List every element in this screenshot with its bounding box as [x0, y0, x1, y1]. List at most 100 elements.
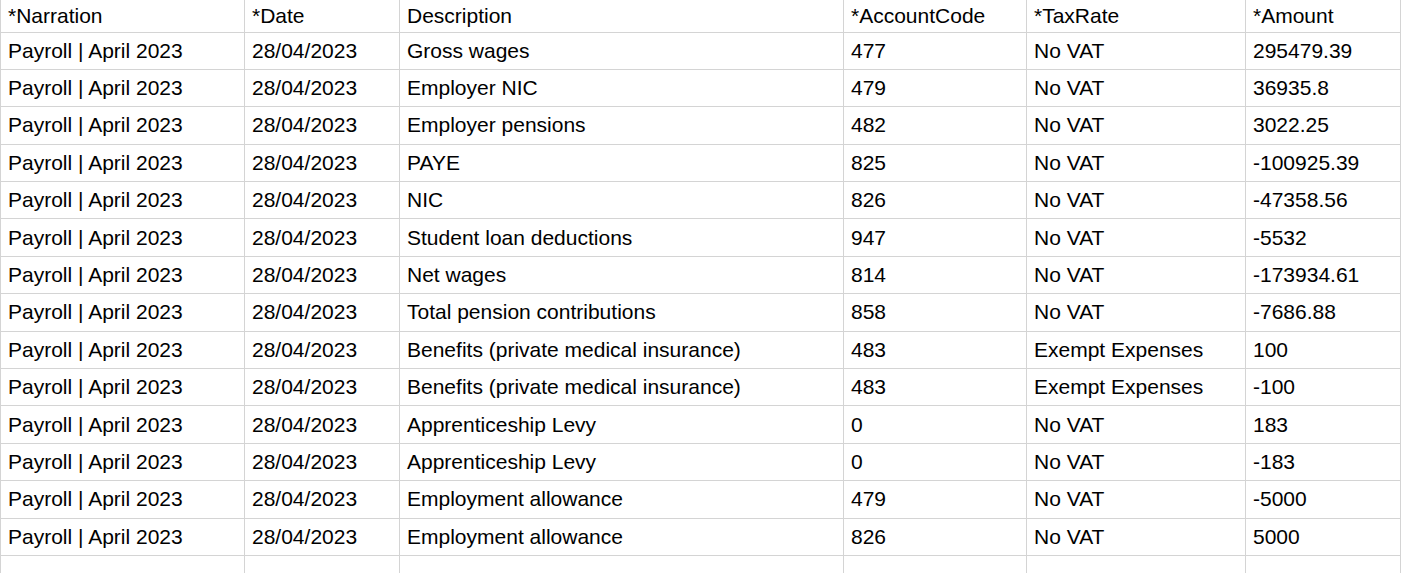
cell-narration[interactable]: Payroll | April 2023	[1, 518, 245, 555]
cell-date[interactable]: 28/04/2023	[245, 256, 400, 293]
cell-description[interactable]: PAYE	[400, 144, 844, 181]
cell-description[interactable]: Student loan deductions	[400, 219, 844, 256]
cell-amount[interactable]: -7686.88	[1246, 294, 1401, 331]
cell-narration[interactable]: Payroll | April 2023	[1, 107, 245, 144]
cell-date[interactable]: 28/04/2023	[245, 144, 400, 181]
cell-narration[interactable]: Payroll | April 2023	[1, 182, 245, 219]
header-cell-description[interactable]: Description	[400, 0, 844, 32]
cell-account-code[interactable]: 0	[844, 406, 1027, 443]
cell-date[interactable]: 28/04/2023	[245, 331, 400, 368]
cell-description[interactable]: Apprenticeship Levy	[400, 443, 844, 480]
cell-narration[interactable]: Payroll | April 2023	[1, 32, 245, 69]
cell-tax-rate[interactable]: No VAT	[1027, 481, 1246, 518]
cell-tax-rate[interactable]: No VAT	[1027, 406, 1246, 443]
cell-account-code[interactable]: 483	[844, 331, 1027, 368]
cell-tax-rate[interactable]: No VAT	[1027, 107, 1246, 144]
cell-narration[interactable]: Payroll | April 2023	[1, 369, 245, 406]
cell-tax-rate[interactable]: No VAT	[1027, 182, 1246, 219]
cell-description[interactable]: Total pension contributions	[400, 294, 844, 331]
spreadsheet: *Narration*DateDescription*AccountCode*T…	[0, 0, 1406, 573]
cell-amount[interactable]: -100	[1246, 369, 1401, 406]
cell-account-code[interactable]: 479	[844, 481, 1027, 518]
cell-date[interactable]: 28/04/2023	[245, 369, 400, 406]
cell-account-code[interactable]: 477	[844, 32, 1027, 69]
cell-date[interactable]: 28/04/2023	[245, 518, 400, 555]
cell-date[interactable]: 28/04/2023	[245, 219, 400, 256]
cell-narration[interactable]: Payroll | April 2023	[1, 481, 245, 518]
cell-description[interactable]: NIC	[400, 182, 844, 219]
header-cell-date[interactable]: *Date	[245, 0, 400, 32]
cell-tax-rate[interactable]: Exempt Expenses	[1027, 369, 1246, 406]
cell-narration[interactable]: Payroll | April 2023	[1, 406, 245, 443]
cell-account-code[interactable]: 479	[844, 69, 1027, 106]
cell-empty[interactable]	[1246, 555, 1401, 573]
cell-empty[interactable]	[400, 555, 844, 573]
cell-date[interactable]: 28/04/2023	[245, 69, 400, 106]
cell-narration[interactable]: Payroll | April 2023	[1, 294, 245, 331]
cell-amount[interactable]: -5532	[1246, 219, 1401, 256]
cell-amount[interactable]: 36935.8	[1246, 69, 1401, 106]
cell-account-code[interactable]: 483	[844, 369, 1027, 406]
cell-description[interactable]: Employment allowance	[400, 518, 844, 555]
cell-narration[interactable]: Payroll | April 2023	[1, 144, 245, 181]
cell-tax-rate[interactable]: No VAT	[1027, 518, 1246, 555]
cell-amount[interactable]: 3022.25	[1246, 107, 1401, 144]
cell-description[interactable]: Benefits (private medical insurance)	[400, 369, 844, 406]
cell-account-code[interactable]: 0	[844, 443, 1027, 480]
cell-narration[interactable]: Payroll | April 2023	[1, 69, 245, 106]
cell-tax-rate[interactable]: No VAT	[1027, 32, 1246, 69]
cell-description[interactable]: Employer NIC	[400, 69, 844, 106]
cell-tax-rate[interactable]: No VAT	[1027, 69, 1246, 106]
header-cell-account-code[interactable]: *AccountCode	[844, 0, 1027, 32]
cell-date[interactable]: 28/04/2023	[245, 443, 400, 480]
cell-amount[interactable]: 295479.39	[1246, 32, 1401, 69]
cell-narration[interactable]: Payroll | April 2023	[1, 256, 245, 293]
cell-date[interactable]: 28/04/2023	[245, 107, 400, 144]
cell-amount[interactable]: -5000	[1246, 481, 1401, 518]
cell-narration[interactable]: Payroll | April 2023	[1, 331, 245, 368]
header-cell-amount[interactable]: *Amount	[1246, 0, 1401, 32]
cell-description[interactable]: Benefits (private medical insurance)	[400, 331, 844, 368]
cell-account-code[interactable]: 826	[844, 518, 1027, 555]
cell-tax-rate[interactable]: No VAT	[1027, 443, 1246, 480]
cell-tax-rate[interactable]: Exempt Expenses	[1027, 331, 1246, 368]
cell-account-code[interactable]: 858	[844, 294, 1027, 331]
cell-date[interactable]: 28/04/2023	[245, 294, 400, 331]
cell-description[interactable]: Apprenticeship Levy	[400, 406, 844, 443]
cell-date[interactable]: 28/04/2023	[245, 481, 400, 518]
cell-date[interactable]: 28/04/2023	[245, 182, 400, 219]
cell-empty[interactable]	[844, 555, 1027, 573]
cell-narration[interactable]: Payroll | April 2023	[1, 219, 245, 256]
cell-amount[interactable]: 100	[1246, 331, 1401, 368]
cell-description[interactable]: Employer pensions	[400, 107, 844, 144]
header-cell-narration[interactable]: *Narration	[1, 0, 245, 32]
cell-account-code[interactable]: 814	[844, 256, 1027, 293]
cell-account-code[interactable]: 826	[844, 182, 1027, 219]
cell-tax-rate[interactable]: No VAT	[1027, 256, 1246, 293]
cell-account-code[interactable]: 482	[844, 107, 1027, 144]
cell-date[interactable]: 28/04/2023	[245, 406, 400, 443]
table-row: Payroll | April 202328/04/2023Total pens…	[1, 294, 1401, 331]
cell-account-code[interactable]: 947	[844, 219, 1027, 256]
cell-date[interactable]: 28/04/2023	[245, 32, 400, 69]
cell-empty[interactable]	[1, 555, 245, 573]
cell-tax-rate[interactable]: No VAT	[1027, 294, 1246, 331]
cell-amount[interactable]: 183	[1246, 406, 1401, 443]
cell-tax-rate[interactable]: No VAT	[1027, 144, 1246, 181]
header-cell-tax-rate[interactable]: *TaxRate	[1027, 0, 1246, 32]
cell-amount[interactable]: -173934.61	[1246, 256, 1401, 293]
cell-description[interactable]: Employment allowance	[400, 481, 844, 518]
cell-empty[interactable]	[1027, 555, 1246, 573]
cell-tax-rate[interactable]: No VAT	[1027, 219, 1246, 256]
cell-description[interactable]: Net wages	[400, 256, 844, 293]
table-row: Payroll | April 202328/04/2023Apprentice…	[1, 443, 1401, 480]
cell-amount[interactable]: -47358.56	[1246, 182, 1401, 219]
cell-empty[interactable]	[245, 555, 400, 573]
cell-description[interactable]: Gross wages	[400, 32, 844, 69]
cell-narration[interactable]: Payroll | April 2023	[1, 443, 245, 480]
cell-amount[interactable]: 5000	[1246, 518, 1401, 555]
cell-account-code[interactable]: 825	[844, 144, 1027, 181]
cell-amount[interactable]: -183	[1246, 443, 1401, 480]
cell-amount[interactable]: -100925.39	[1246, 144, 1401, 181]
table-row: Payroll | April 202328/04/2023PAYE825No …	[1, 144, 1401, 181]
